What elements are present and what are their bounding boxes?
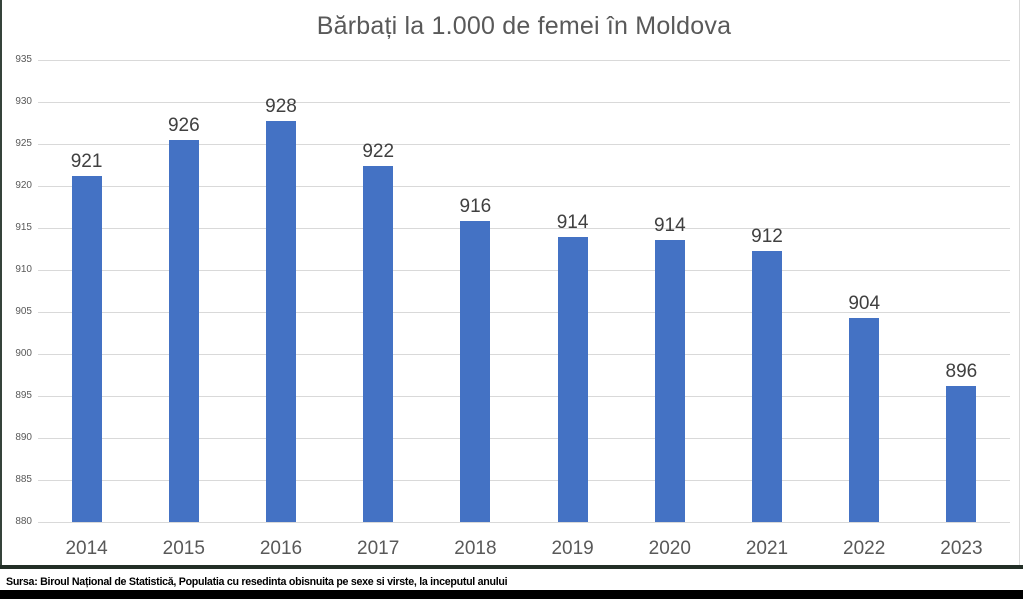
bar-2018 — [460, 221, 491, 522]
y-axis-tick-label: 920 — [15, 180, 32, 191]
bar-2016 — [266, 121, 296, 522]
data-label: 896 — [945, 360, 978, 382]
y-axis-tick-label: 915 — [15, 222, 32, 233]
y-axis-tick-label: 935 — [15, 54, 32, 65]
gridline — [38, 59, 1010, 61]
gridline — [38, 437, 1010, 439]
data-label: 922 — [362, 140, 395, 162]
data-label: 926 — [167, 114, 200, 136]
x-axis-tick-label: 2016 — [259, 538, 303, 559]
gridline — [38, 269, 1010, 271]
gridline — [38, 227, 1010, 229]
x-axis-tick-label: 2015 — [162, 538, 205, 559]
bar-2017 — [363, 165, 394, 522]
gridline — [38, 353, 1010, 355]
bar-2019 — [557, 237, 588, 522]
y-axis-tick-label: 930 — [15, 96, 32, 107]
y-axis-tick-label: 880 — [15, 516, 32, 527]
gridline — [38, 521, 1010, 523]
data-label: 904 — [848, 292, 881, 314]
bar-2022 — [849, 317, 880, 522]
x-axis-tick-label: 2014 — [65, 538, 108, 559]
bar-2014 — [71, 175, 102, 522]
x-axis-tick-label: 2020 — [648, 538, 691, 559]
x-axis-tick-label: 2018 — [454, 538, 497, 559]
gridline — [38, 143, 1010, 145]
gridline — [38, 479, 1010, 481]
source-note: Sursa: Biroul Național de Statistică, Po… — [6, 576, 508, 588]
y-axis-tick-label: 890 — [15, 432, 32, 443]
data-label: 912 — [751, 225, 783, 247]
gridline — [38, 311, 1010, 313]
x-axis-tick-label: 2019 — [551, 538, 594, 559]
chart-title: Bărbați la 1.000 de femei în Moldova — [316, 12, 732, 40]
data-label: 914 — [653, 214, 686, 236]
y-axis-tick-label: 925 — [15, 138, 32, 149]
chart-bottom-border — [0, 565, 1023, 569]
chart-right-border — [1019, 0, 1020, 566]
gridline — [38, 395, 1010, 397]
gridline — [38, 185, 1010, 187]
x-axis-tick-label: 2022 — [843, 538, 886, 559]
gridline — [38, 101, 1010, 103]
bar-2015 — [168, 139, 199, 522]
data-label: 921 — [70, 150, 103, 172]
data-label: 916 — [459, 196, 492, 218]
y-axis-tick-label: 905 — [15, 306, 32, 317]
left-edge-border — [0, 0, 2, 566]
bar-2021 — [752, 250, 782, 522]
bottom-black-bar — [0, 590, 1023, 599]
y-axis-tick-label: 895 — [15, 390, 32, 401]
bar-2023 — [946, 385, 977, 522]
bar-2020 — [654, 239, 685, 522]
y-axis-tick-label: 900 — [15, 348, 32, 359]
x-axis-tick-label: 2017 — [357, 538, 400, 559]
data-label: 928 — [265, 96, 297, 118]
x-axis-tick-label: 2021 — [745, 538, 789, 559]
y-axis-tick-label: 910 — [15, 264, 32, 275]
y-axis-tick-label: 885 — [15, 474, 32, 485]
data-label: 914 — [556, 212, 589, 234]
x-axis-tick-label: 2023 — [940, 538, 983, 559]
